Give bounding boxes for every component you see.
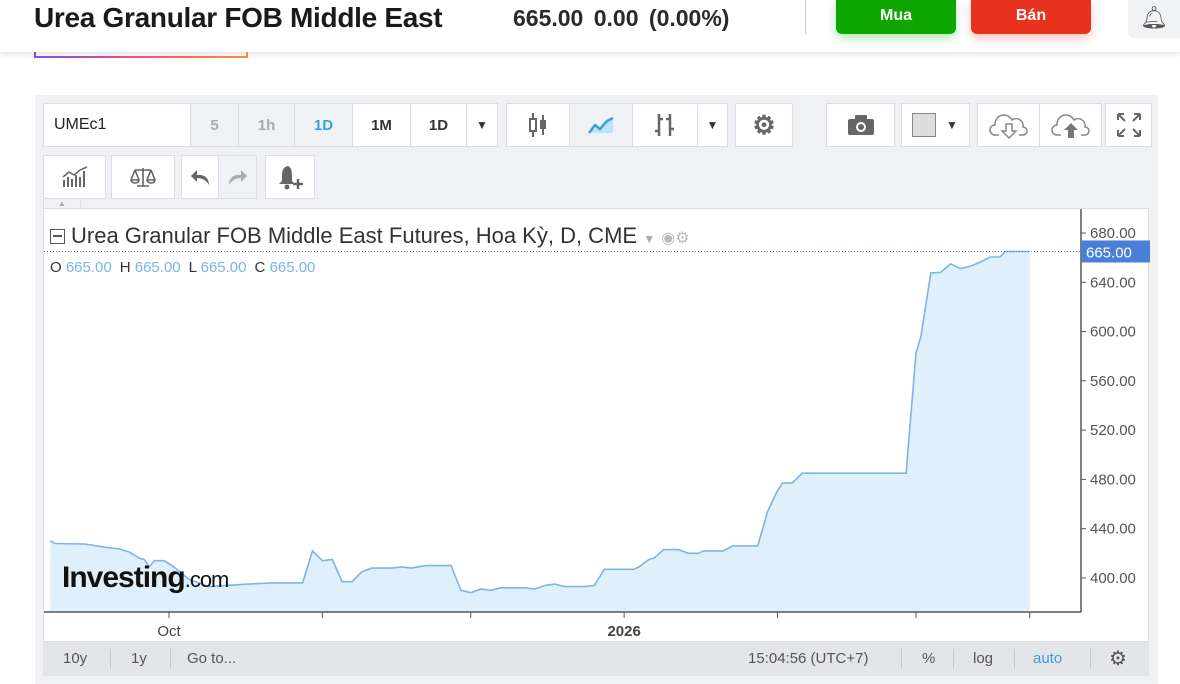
price-change-pct: (0.00%) [648,5,730,31]
compare-scale-icon[interactable] [111,155,175,199]
auto-scale-button[interactable]: auto [1033,650,1063,667]
series-title: Urea Granular FOB Middle East Futures, H… [71,223,638,248]
chart-area[interactable]: 400.00 440.00 480.00 520.00 560.00 600.00 640.… [43,208,1150,643]
watermark-suffix: .com [184,567,230,592]
fullscreen-icon[interactable] [1105,103,1152,147]
dropdown-icon: ▼ [946,118,958,132]
percent-scale-button[interactable]: % [922,650,936,667]
color-swatch [912,113,936,137]
price-line [49,250,1030,594]
range-10y-button[interactable]: 10y [63,650,88,667]
bell-plus-icon[interactable]: 🔔︎ [1128,0,1180,38]
open-label: O [50,259,62,276]
y-tick-label: 560.00 [1090,373,1136,390]
y-tick-label: 680.00 [1090,225,1136,242]
chart-legend: Urea Granular FOB Middle East Futures, H… [50,223,690,249]
divider [110,649,111,669]
dropdown-icon[interactable]: ▼ [643,232,656,246]
gear-icon[interactable]: ⚙ [1109,648,1127,670]
high-label: H [119,259,131,276]
symbol-input[interactable]: UMEc1 [43,103,191,147]
active-tab-underline [34,52,248,58]
open-value: 665.00 [65,259,112,276]
divider [170,649,171,669]
collapse-legend-icon[interactable] [50,229,65,244]
redo-icon[interactable] [218,155,257,199]
indicators-icon[interactable] [43,155,106,199]
chart-footer: 10y 1y Go to... 15:04:56 (UTC+7) % log a… [43,642,1149,676]
price-quote: 665.00 0.00 (0.00%) [513,5,729,32]
y-tick-label: 440.00 [1090,521,1136,538]
high-value: 665.00 [134,259,181,276]
last-price-tag-label: 665.00 [1086,244,1132,261]
buy-button[interactable]: Mua [836,0,956,34]
y-tick-label: 520.00 [1090,422,1136,439]
color-box-icon[interactable]: ▼ [901,103,970,147]
area-chart-icon[interactable] [569,103,633,147]
gear-icon[interactable]: ⚙ [675,230,690,247]
log-scale-button[interactable]: log [973,650,994,667]
gear-icon[interactable]: ⚙ [735,103,793,147]
divider [1014,649,1015,669]
y-tick-label: 600.00 [1090,324,1136,341]
low-label: L [188,259,197,276]
undo-icon[interactable] [181,155,219,199]
divider [953,649,954,669]
price-change: 0.00 [593,5,639,31]
sell-button[interactable]: Bán [971,0,1091,34]
y-tick-label: 480.00 [1090,471,1136,488]
divider [901,649,902,669]
price-area-fill [50,251,1030,612]
interval-1h[interactable]: 1h [238,103,295,147]
dropdown-icon[interactable]: ▼ [466,103,498,147]
cloud-upload-icon[interactable] [1039,103,1102,147]
y-tick-label: 640.00 [1090,274,1136,291]
x-tick-label: 2026 [607,623,640,640]
alert-add-icon[interactable] [265,155,315,199]
bar-chart-icon[interactable] [632,103,698,147]
camera-icon[interactable] [826,103,895,147]
quote-header: Urea Granular FOB Middle East 665.00 0.0… [0,0,1180,52]
cloud-download-icon[interactable] [977,103,1040,147]
instrument-title: Urea Granular FOB Middle East [34,2,443,33]
interval-custom[interactable]: 1D [410,103,467,147]
range-1y-button[interactable]: 1y [131,650,147,667]
clock: 15:04:56 (UTC+7) [748,650,869,667]
last-price-tag [1081,240,1150,263]
divider [805,0,806,34]
last-price: 665.00 [513,5,584,31]
x-tick-label: Oct [157,623,181,640]
watermark-text: Investing [62,561,186,594]
interval-1m[interactable]: 1M [352,103,411,147]
eye-icon[interactable]: ◉ [661,230,676,247]
close-value: 665.00 [269,259,316,276]
dropdown-icon[interactable]: ▼ [697,103,728,147]
interval-1d[interactable]: 1D [294,103,353,147]
price-chart[interactable]: 400.00 440.00 480.00 520.00 560.00 600.00 640.… [44,209,1150,643]
interval-5[interactable]: 5 [190,103,239,147]
ohlc-readout: O 665.00 H 665.00 L 665.00 C 665.00 [50,259,323,276]
low-value: 665.00 [200,259,247,276]
close-label: C [254,259,266,276]
goto-button[interactable]: Go to... [187,650,237,667]
y-tick-label: 400.00 [1090,570,1136,587]
divider [1090,649,1091,669]
investing-watermark: Investing.com [62,561,230,595]
candlestick-icon[interactable] [506,103,570,147]
